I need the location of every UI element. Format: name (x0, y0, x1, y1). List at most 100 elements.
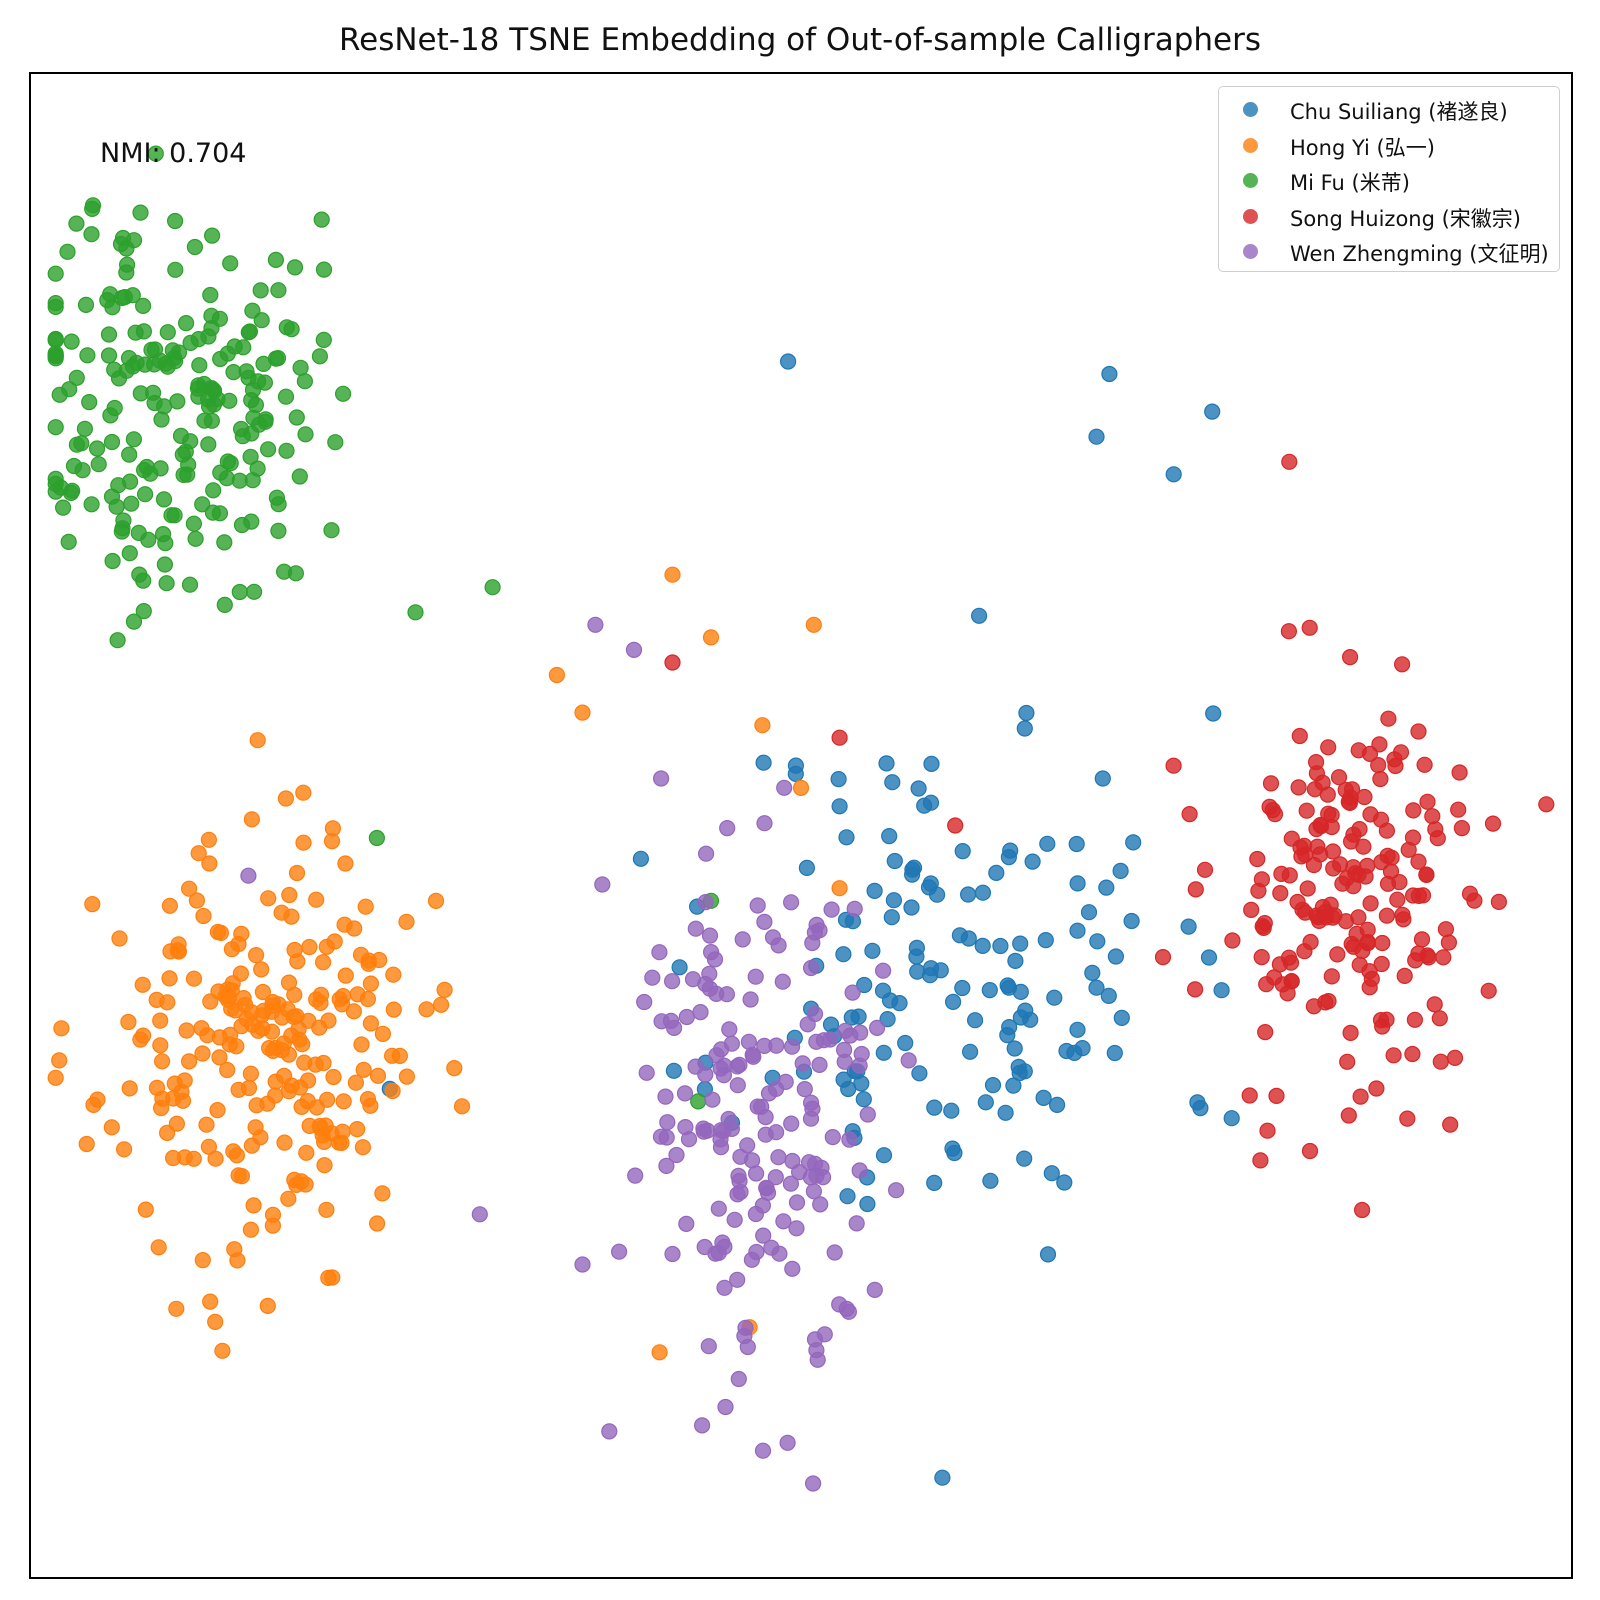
scatter-point (229, 1252, 246, 1269)
scatter-point (233, 1167, 250, 1185)
scatter-point (156, 556, 173, 573)
scatter-point (690, 1093, 707, 1110)
scatter-point (103, 1119, 120, 1136)
scatter-point (1006, 1040, 1023, 1057)
scatter-point (663, 973, 681, 990)
scatter-point (1490, 893, 1508, 911)
scatter-point (719, 819, 736, 837)
scatter-point (384, 1082, 401, 1100)
scatter-point (1165, 466, 1182, 483)
scatter-point (1352, 1088, 1369, 1105)
scatter-point (806, 1155, 824, 1172)
scatter-point (153, 411, 170, 428)
scatter-point (103, 433, 121, 451)
scatter-point (218, 470, 235, 487)
scatter-point (167, 212, 184, 230)
scatter-point (1035, 1089, 1052, 1107)
scatter-point (904, 861, 921, 878)
scatter-point (1385, 1047, 1402, 1064)
scatter-point (984, 1076, 1002, 1094)
scatter-point (335, 385, 352, 402)
scatter-point (926, 1099, 943, 1116)
scatter-point (179, 466, 196, 483)
scatter-point (767, 1169, 784, 1186)
scatter-point (162, 943, 179, 960)
scatter-point (1480, 982, 1497, 999)
scatter-point (742, 991, 759, 1008)
scatter-point (212, 350, 229, 368)
scatter-point (981, 981, 998, 999)
scatter-point (1224, 932, 1241, 949)
scatter-point (233, 1018, 250, 1035)
scatter-point (135, 297, 152, 314)
scatter-point (84, 895, 101, 913)
scatter-point (323, 522, 340, 539)
scatter-point (574, 1256, 591, 1273)
scatter-point (1293, 848, 1310, 865)
scatter-point (665, 1019, 683, 1037)
scatter-point (315, 261, 333, 278)
scatter-point (1442, 1116, 1459, 1133)
scatter-point (1192, 1099, 1209, 1117)
legend-item: Hong Yi (弘一) (1219, 129, 1559, 163)
scatter-point (1012, 983, 1029, 1001)
scatter-point (837, 1022, 854, 1039)
scatter-point (125, 431, 142, 448)
scatter-point (1016, 720, 1033, 737)
scatter-point (1363, 970, 1380, 988)
scatter-point (729, 1186, 746, 1203)
scatter-point (209, 923, 226, 941)
scatter-point (1320, 739, 1337, 756)
scatter-point (1301, 1142, 1319, 1160)
scatter-point (181, 576, 199, 593)
scatter-point (137, 486, 154, 503)
scatter-point (203, 412, 220, 429)
scatter-point (1362, 895, 1379, 912)
scatter-point (222, 455, 239, 472)
scatter-point (295, 784, 312, 801)
scatter-point (182, 433, 199, 450)
scatter-point (1361, 745, 1379, 763)
scatter-point (932, 962, 949, 979)
scatter-point (121, 446, 138, 463)
scatter-point (219, 981, 236, 998)
scatter-point (1213, 982, 1230, 999)
scatter-point (798, 859, 816, 877)
scatter-point (702, 629, 720, 646)
scatter-point (294, 1036, 311, 1053)
scatter-point (319, 1091, 336, 1108)
scatter-point (1380, 710, 1397, 727)
scatter-point (808, 1033, 825, 1050)
scatter-point (353, 1036, 370, 1053)
scatter-point (730, 1370, 747, 1388)
scatter-point (225, 364, 242, 381)
scatter-point (1048, 1096, 1066, 1114)
scatter-point (855, 1091, 872, 1108)
scatter-point (78, 1135, 95, 1153)
scatter-point (324, 1269, 341, 1286)
scatter-point (999, 977, 1016, 994)
scatter-point (106, 399, 123, 417)
scatter-point (823, 901, 840, 918)
scatter-point (205, 482, 222, 499)
scatter-point (594, 876, 611, 893)
legend-label: Hong Yi (弘一) (1290, 135, 1435, 160)
scatter-point (277, 790, 294, 807)
legend-label: Mi Fu (米芾) (1290, 171, 1410, 195)
scatter-point (178, 315, 195, 332)
scatter-point (288, 409, 305, 426)
scatter-point (181, 880, 198, 897)
scatter-point (1080, 904, 1098, 921)
scatter-point (230, 935, 247, 953)
scatter-point (159, 1124, 176, 1142)
scatter-point (81, 394, 98, 411)
scatter-point (1259, 1122, 1276, 1139)
scatter-point (150, 1239, 167, 1256)
scatter-point (548, 666, 566, 684)
scatter-point (1342, 1024, 1359, 1042)
scatter-point (1340, 1107, 1357, 1124)
scatter-point (1414, 887, 1432, 904)
scatter-point (182, 334, 199, 351)
scatter-point (1372, 811, 1390, 828)
scatter-point (1437, 921, 1455, 938)
